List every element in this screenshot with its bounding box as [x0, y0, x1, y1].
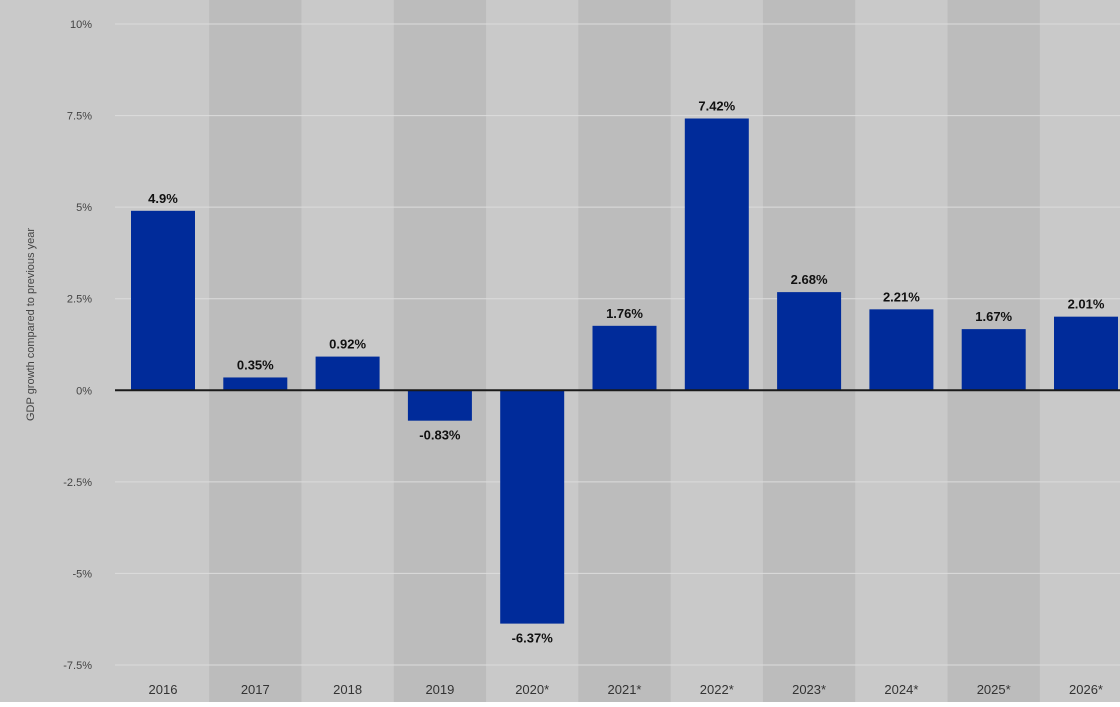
data-label: -0.83%: [419, 428, 461, 443]
data-label: 4.9%: [148, 191, 178, 206]
data-label: 1.67%: [975, 309, 1012, 324]
data-label: 2.21%: [883, 289, 920, 304]
y-tick-label: -5%: [72, 568, 92, 580]
bar-2017: [223, 377, 288, 391]
data-label: 7.42%: [698, 99, 735, 114]
x-tick-label: 2023*: [792, 682, 826, 697]
gridlines: [115, 23, 1120, 666]
x-tick-label: 2024*: [884, 682, 918, 697]
x-tick-label: 2018: [333, 682, 362, 697]
x-tick-label: 2017: [241, 682, 270, 697]
data-labels: 4.9% 0.35% 0.92% -0.83% -6.37% 1.76% 7.42% 2.68…: [148, 99, 1105, 646]
data-label: 0.35%: [237, 357, 274, 372]
bar-2018: [315, 356, 380, 391]
bars: [131, 118, 1118, 624]
x-axis-ticks: 2016 2017 2018 2019 2020* 2021* 2022* 2023* 2024…: [149, 682, 1103, 697]
bar-2026: [1054, 316, 1118, 391]
bar-2023: [777, 292, 842, 391]
y-tick-label: -7.5%: [63, 660, 92, 672]
y-tick-label: 7.5%: [67, 111, 92, 123]
y-axis-ticks: 10% 7.5% 5% 2.5% 0% -2.5% -5% -7.5%: [63, 19, 92, 672]
data-label: 2.68%: [791, 272, 828, 287]
x-tick-label: 2021*: [608, 682, 642, 697]
bar-2021: [592, 325, 657, 391]
data-label: 0.92%: [329, 337, 366, 352]
bar-2024: [869, 309, 934, 391]
column-band: [209, 0, 302, 702]
data-label: 2.01%: [1068, 297, 1105, 312]
x-tick-label: 2019: [425, 682, 454, 697]
x-tick-label: 2020*: [515, 682, 549, 697]
data-label: 1.76%: [606, 306, 643, 321]
bar-2020: [500, 390, 565, 624]
y-tick-label: -2.5%: [63, 477, 92, 489]
bar-2022: [684, 118, 749, 391]
y-tick-label: 0%: [76, 385, 92, 397]
y-axis-title: GDP growth compared to previous year: [25, 228, 37, 421]
bar-2016: [131, 210, 195, 391]
bar-2019: [407, 390, 472, 421]
x-tick-label: 2022*: [700, 682, 734, 697]
y-tick-label: 2.5%: [67, 294, 92, 306]
x-tick-label: 2026*: [1069, 682, 1103, 697]
column-band: [393, 0, 487, 702]
y-tick-label: 10%: [70, 19, 92, 31]
y-tick-label: 5%: [76, 202, 92, 214]
bar-2025: [961, 329, 1026, 391]
data-label: -6.37%: [512, 631, 554, 646]
x-tick-label: 2025*: [977, 682, 1011, 697]
x-tick-label: 2016: [149, 682, 178, 697]
